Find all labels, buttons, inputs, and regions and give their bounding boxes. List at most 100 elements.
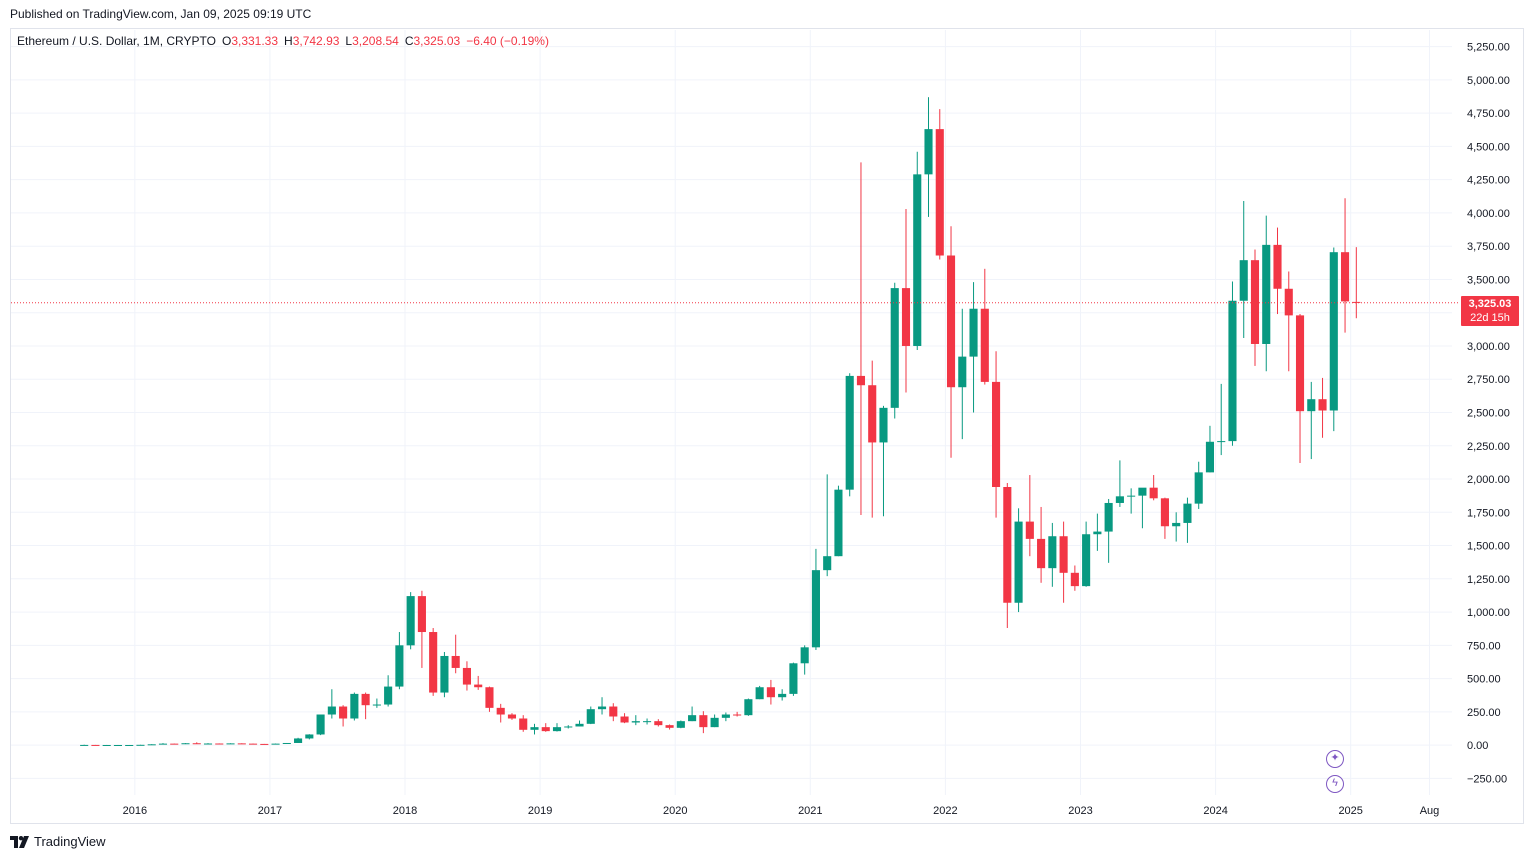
open-value: 3,331.33 (231, 34, 279, 48)
candle-body (1307, 399, 1316, 412)
tradingview-logo[interactable]: TradingView (10, 834, 106, 849)
candle-body (969, 308, 978, 357)
candle (1284, 271, 1293, 372)
close-value: 3,325.03 (413, 34, 461, 48)
candle-body (597, 706, 607, 710)
sparkle-icon[interactable]: ✦ (1326, 750, 1344, 768)
candle-body (1025, 521, 1034, 539)
candle (688, 706, 697, 722)
candle (1082, 521, 1091, 587)
candle (1014, 508, 1023, 613)
candle (215, 743, 224, 745)
candle-body (654, 721, 663, 726)
candle (1160, 497, 1169, 539)
symbol-name: Ethereum / U.S. Dollar, 1M, CRYPTO (17, 34, 216, 48)
candle-body (406, 596, 415, 646)
candle (811, 548, 820, 650)
candle (271, 743, 280, 745)
candle-body (271, 743, 280, 745)
candle (1070, 565, 1079, 591)
candle (597, 697, 607, 715)
candle (1115, 460, 1124, 507)
candle (429, 628, 438, 696)
candle-body (519, 718, 528, 730)
candle-body (372, 704, 381, 706)
candle (91, 744, 100, 746)
candle (1025, 475, 1034, 557)
y-tick-label: −250.00 (1467, 773, 1507, 785)
bar-countdown: 22d 15h (1470, 312, 1510, 324)
candle-body (102, 744, 111, 746)
candle-body (1329, 252, 1338, 411)
candle (316, 714, 325, 736)
candle-body (339, 706, 348, 719)
candle (1295, 314, 1305, 464)
candle-body (1070, 572, 1079, 587)
candle-body (125, 744, 134, 746)
x-tick-label: 2018 (393, 805, 417, 817)
candle (1104, 498, 1113, 563)
candle (282, 742, 291, 744)
candle (699, 711, 708, 734)
candle-body (1160, 498, 1169, 527)
high-value: 3,742.93 (292, 34, 340, 48)
candle-body (305, 734, 314, 739)
candle-body (507, 714, 517, 719)
candle (1093, 513, 1102, 551)
candle (1183, 497, 1192, 543)
low-label: L (345, 34, 353, 48)
y-tick-label: 4,250.00 (1467, 175, 1510, 187)
lightning-icon[interactable]: ϟ (1326, 775, 1344, 793)
y-tick-label: 750.00 (1467, 640, 1501, 652)
candle-body (845, 375, 854, 490)
candle (789, 662, 798, 696)
candle (733, 711, 742, 717)
y-tick-label: 1,250.00 (1467, 574, 1510, 586)
candle-body (1262, 244, 1271, 344)
candle (327, 689, 336, 719)
candle-body (294, 738, 303, 743)
candle-body (733, 714, 742, 716)
candle-body (575, 723, 584, 727)
candle (226, 743, 235, 745)
candle (181, 743, 190, 745)
candle-body (688, 715, 697, 722)
candle-body (237, 743, 246, 745)
candle (958, 308, 967, 440)
candle (665, 724, 674, 730)
chart-frame[interactable] (10, 28, 1524, 824)
y-tick-label: 2,000.00 (1467, 474, 1510, 486)
candle-body (1318, 399, 1327, 411)
candle-body (924, 129, 933, 175)
candle-body (946, 255, 956, 388)
candle (992, 351, 1001, 518)
candle-body (710, 717, 719, 728)
change-value: −6.40 (−0.19%) (466, 34, 549, 48)
candle-body (1239, 260, 1248, 301)
candle-body (992, 381, 1001, 488)
candle (203, 743, 213, 745)
candle (485, 686, 494, 712)
candle-body (1228, 300, 1237, 442)
candle (417, 590, 426, 668)
candle-body (1014, 521, 1023, 603)
candle-body (80, 744, 89, 746)
candle-body (789, 663, 798, 694)
candle-body (282, 742, 291, 744)
x-tick-label: 2020 (663, 805, 687, 817)
y-tick-label: 1,000.00 (1467, 607, 1510, 619)
candle (924, 97, 933, 217)
candle-body (1250, 260, 1260, 344)
candle-body (1205, 441, 1215, 473)
candle-body (901, 288, 911, 346)
candle (586, 706, 595, 725)
candle (1250, 249, 1260, 366)
candle-body (530, 727, 539, 730)
candle (868, 360, 877, 518)
x-tick-label: 2019 (528, 805, 552, 817)
candle (1059, 521, 1068, 603)
candle (260, 743, 269, 745)
candle (395, 632, 404, 690)
candle-body (1340, 252, 1350, 302)
